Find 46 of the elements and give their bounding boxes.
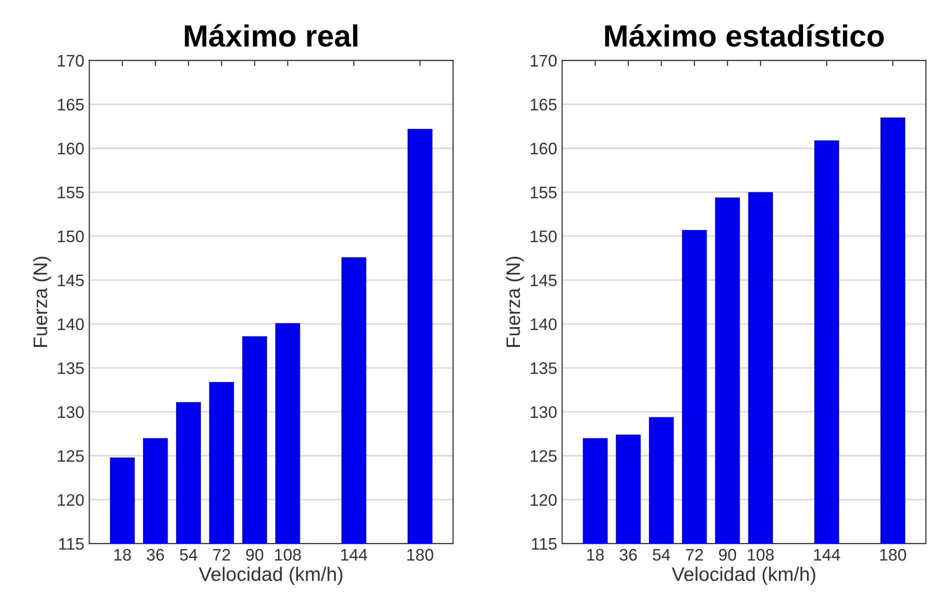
- x-tick-label: 72: [686, 548, 703, 561]
- y-tick-label: 155: [58, 186, 84, 198]
- y-tick-label: 120: [530, 494, 557, 506]
- x-axis-title: Velocidad (km/h): [198, 566, 342, 585]
- x-tick-label: 36: [620, 548, 637, 561]
- y-tick-label: 170: [58, 54, 84, 67]
- chart-title: Máximo estadístico: [605, 24, 884, 47]
- y-tick-label: 120: [58, 494, 84, 506]
- y-tick-label: 165: [530, 98, 557, 111]
- y-tick-label: 160: [58, 142, 84, 154]
- x-tick-label: 108: [748, 548, 774, 561]
- y-tick-label: 125: [530, 450, 557, 462]
- x-tick-label: 144: [341, 549, 368, 561]
- x-tick-label: 18: [587, 548, 604, 561]
- y-tick-label: 170: [530, 54, 557, 67]
- y-tick-label: 125: [58, 450, 84, 462]
- y-tick-label: 130: [58, 406, 84, 418]
- x-tick-label: 180: [880, 548, 906, 561]
- y-axis-title: Fuerza (N): [32, 256, 52, 347]
- y-tick-label: 165: [58, 98, 84, 111]
- x-tick-label: 54: [180, 549, 198, 561]
- y-tick-label: 135: [530, 362, 557, 374]
- chart-title: Máximo real: [184, 24, 358, 47]
- x-tick-label: 90: [719, 548, 736, 561]
- y-tick-label: 115: [532, 538, 557, 550]
- x-tick-label: 72: [213, 548, 230, 561]
- x-tick-label: 180: [407, 548, 434, 561]
- y-tick-label: 115: [59, 538, 84, 550]
- x-tick-label: 18: [114, 548, 131, 561]
- y-tick-label: 135: [58, 362, 84, 374]
- x-tick-label: 36: [146, 548, 164, 561]
- y-tick-label: 140: [530, 318, 557, 330]
- y-tick-label: 150: [530, 230, 557, 242]
- x-tick-label: 54: [652, 549, 670, 561]
- y-tick-label: 150: [58, 230, 84, 242]
- y-tick-label: 140: [58, 318, 84, 330]
- x-axis-title: Velocidad (km/h): [672, 566, 816, 585]
- x-tick-label: 90: [246, 548, 264, 561]
- y-tick-label: 160: [530, 142, 557, 154]
- y-tick-label: 145: [58, 274, 84, 286]
- y-tick-label: 145: [530, 274, 557, 286]
- x-tick-label: 144: [814, 549, 840, 561]
- y-tick-label: 130: [530, 406, 557, 418]
- y-tick-label: 155: [530, 186, 557, 198]
- y-axis-title: Fuerza (N): [506, 256, 524, 347]
- x-tick-label: 108: [275, 548, 301, 561]
